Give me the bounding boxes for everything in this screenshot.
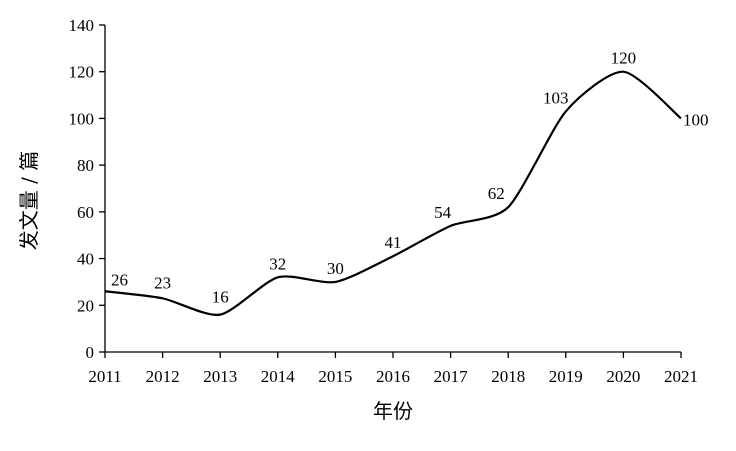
data-label: 26	[111, 270, 128, 289]
y-axis-title: 发文量 / 篇	[17, 151, 41, 250]
x-tick-label: 2017	[434, 367, 469, 386]
data-label: 54	[434, 203, 452, 222]
x-tick-label: 2019	[549, 367, 583, 386]
x-tick-label: 2016	[376, 367, 410, 386]
data-label: 100	[683, 110, 709, 129]
data-label: 30	[327, 259, 344, 278]
data-label: 16	[212, 288, 229, 307]
data-label: 41	[385, 233, 402, 252]
data-label: 120	[611, 49, 637, 68]
y-tick-label: 40	[77, 250, 94, 269]
data-label: 103	[543, 88, 569, 107]
x-tick-label: 2014	[261, 367, 296, 386]
x-tick-label: 2013	[203, 367, 237, 386]
data-labels: 26 23 16 32 30 41 54 62 103 120 100	[111, 49, 709, 307]
x-tick-label: 2021	[664, 367, 698, 386]
y-tick-label: 80	[77, 156, 94, 175]
x-axis-ticks: 2011 2012 2013 2014 2015 2016 2017 2018 2019 2020…	[88, 352, 698, 386]
data-label: 23	[154, 273, 171, 292]
y-tick-label: 0	[86, 343, 95, 362]
x-axis-title: 年份	[373, 399, 413, 423]
y-tick-label: 100	[69, 109, 95, 128]
y-axis-ticks: 0 20 40 60 80 100 120 140	[69, 16, 105, 362]
y-tick-label: 60	[77, 203, 94, 222]
x-tick-label: 2015	[318, 367, 352, 386]
y-tick-label: 120	[69, 63, 95, 82]
series-line	[104, 70, 682, 316]
data-label: 32	[269, 254, 286, 273]
y-tick-label: 20	[77, 296, 94, 315]
x-tick-label: 2020	[606, 367, 640, 386]
x-tick-label: 2012	[146, 367, 180, 386]
data-label: 62	[488, 184, 505, 203]
x-tick-label: 2011	[88, 367, 121, 386]
y-tick-label: 140	[69, 16, 95, 35]
x-tick-label: 2018	[491, 367, 525, 386]
